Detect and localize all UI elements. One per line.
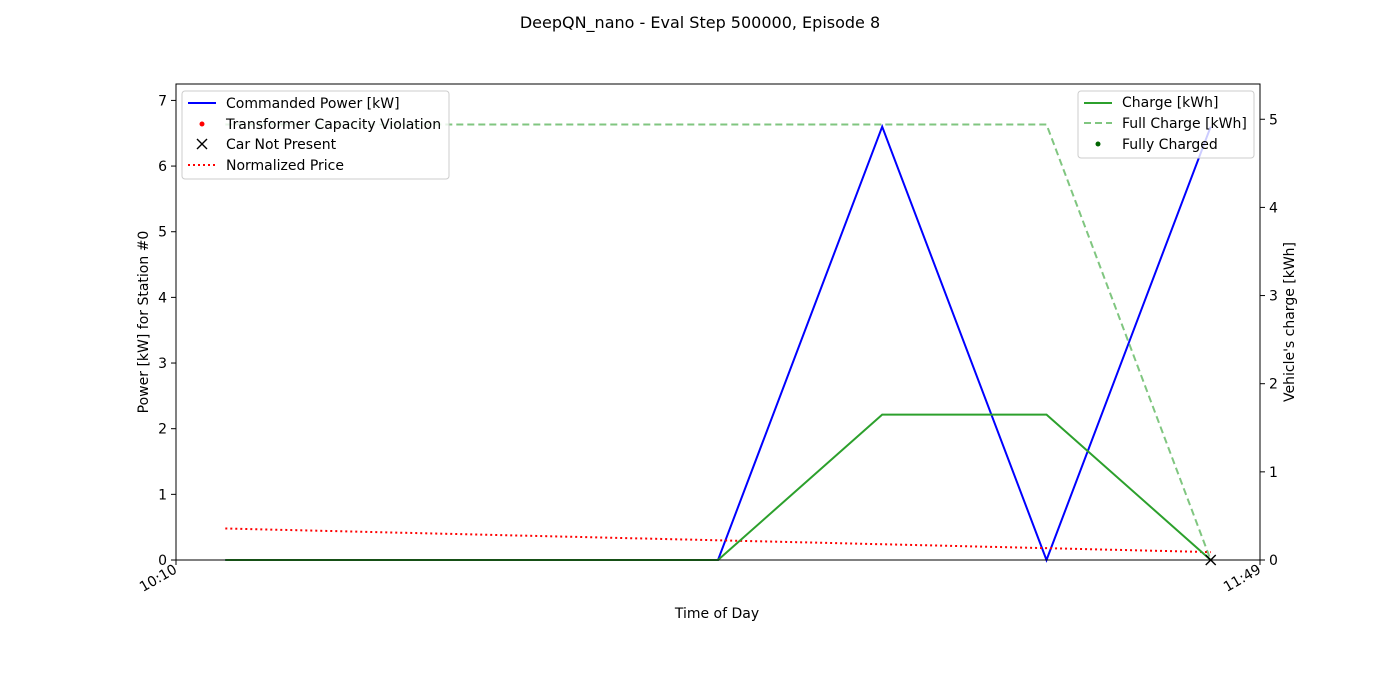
y-left-tick-label: 3 bbox=[158, 356, 167, 372]
series-line-charge bbox=[225, 413, 1212, 561]
legend-swatch-fully-charged bbox=[1095, 141, 1101, 147]
legend-right: Charge [kWh] Full Charge [kWh] Fully Cha… bbox=[1077, 90, 1255, 159]
legend-label-fully-charged: Fully Charged bbox=[1122, 137, 1218, 153]
y-left-tick-label: 7 bbox=[158, 93, 167, 109]
legend-swatch-transformer-violation bbox=[199, 121, 205, 127]
legend-label-full-charge: Full Charge [kWh] bbox=[1122, 116, 1247, 132]
y-right-tick-label: 0 bbox=[1269, 553, 1278, 569]
y-left-tick-label: 4 bbox=[158, 290, 167, 306]
series-line-normalized-price bbox=[225, 527, 1211, 554]
y-right-tick-label: 1 bbox=[1269, 465, 1278, 481]
y-left-tick-label: 5 bbox=[158, 225, 167, 241]
legend-swatch-car-not-present bbox=[196, 138, 208, 150]
y-axis-left: 0 1 2 3 4 5 6 7 bbox=[158, 93, 176, 569]
y-right-tick-label: 5 bbox=[1269, 112, 1278, 128]
legend-label-transformer-violation: Transformer Capacity Violation bbox=[225, 117, 441, 133]
legend-left: Commanded Power [kW] Transformer Capacit… bbox=[181, 90, 450, 180]
legend-label-normalized-price: Normalized Price bbox=[226, 158, 344, 174]
series-line-full-charge bbox=[225, 123, 1212, 561]
y-left-tick-label: 1 bbox=[158, 487, 167, 503]
y-axis-label-right: Vehicle's charge [kWh] bbox=[1282, 242, 1298, 402]
series-line-commanded-power bbox=[225, 123, 1212, 563]
x-axis-label: Time of Day bbox=[674, 606, 759, 622]
chart-title: DeepQN_nano - Eval Step 500000, Episode … bbox=[520, 13, 880, 33]
y-right-tick-label: 2 bbox=[1269, 377, 1278, 393]
y-left-tick-label: 0 bbox=[158, 553, 167, 569]
x-tick-label: 11:49 bbox=[1221, 562, 1264, 596]
series-layer bbox=[225, 123, 1212, 563]
plot-frame bbox=[175, 83, 1261, 561]
legend-right-box bbox=[1077, 90, 1255, 159]
x-axis: 10:10 11:49 bbox=[137, 560, 1264, 596]
y-axis-label-left: Power [kW] for Station #0 bbox=[136, 231, 152, 414]
legend-label-charge: Charge [kWh] bbox=[1122, 95, 1218, 111]
y-right-tick-label: 3 bbox=[1269, 289, 1278, 305]
y-left-tick-label: 6 bbox=[158, 159, 167, 175]
legend-label-car-not-present: Car Not Present bbox=[226, 137, 337, 153]
legend-label-commanded-power: Commanded Power [kW] bbox=[226, 96, 400, 112]
y-right-tick-label: 4 bbox=[1269, 200, 1278, 216]
legend-left-box bbox=[181, 90, 450, 180]
y-left-tick-label: 2 bbox=[158, 422, 167, 438]
y-axis-right: 0 1 2 3 4 5 bbox=[1260, 112, 1278, 569]
